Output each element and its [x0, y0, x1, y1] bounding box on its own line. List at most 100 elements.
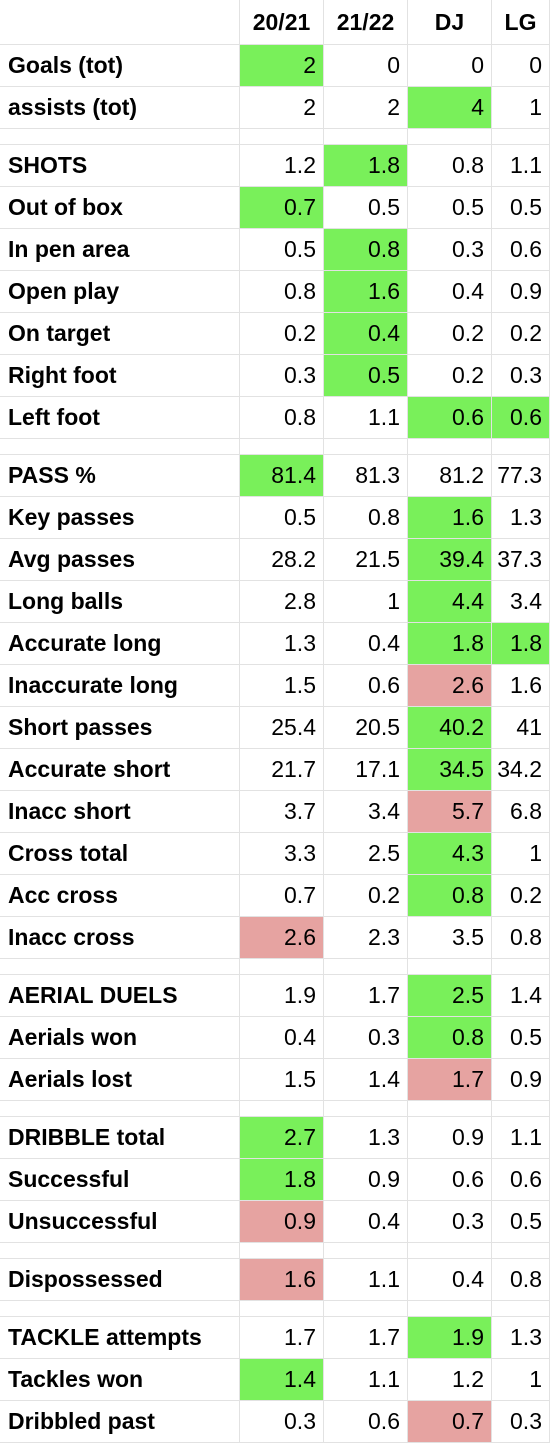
- value-cell: 25.4: [240, 707, 324, 749]
- spacer-cell: [492, 129, 550, 145]
- spacer-cell: [240, 129, 324, 145]
- value-cell: 2.5: [408, 975, 492, 1017]
- data-row: Dribbled past 0.3 0.6 0.7 0.3: [0, 1401, 550, 1443]
- data-row: Goals (tot) 2 0 0 0: [0, 45, 550, 87]
- value-cell: 1.1: [492, 1117, 550, 1159]
- value-cell: 2: [240, 45, 324, 87]
- data-row: Inacc short 3.7 3.4 5.7 6.8: [0, 791, 550, 833]
- value-cell: 0.5: [240, 229, 324, 271]
- value-cell: 1.6: [492, 665, 550, 707]
- value-cell: 1.7: [324, 1317, 408, 1359]
- value-cell: 1.7: [408, 1059, 492, 1101]
- data-row: Tackles won 1.4 1.1 1.2 1: [0, 1359, 550, 1401]
- value-cell: 41: [492, 707, 550, 749]
- value-cell: 2: [240, 87, 324, 129]
- value-cell: 1: [324, 581, 408, 623]
- value-cell: 0.8: [324, 497, 408, 539]
- data-row: Left foot 0.8 1.1 0.6 0.6: [0, 397, 550, 439]
- spacer-row: [0, 129, 550, 145]
- spacer-cell: [324, 129, 408, 145]
- value-cell: 0.5: [492, 1201, 550, 1243]
- value-cell: 0.2: [408, 355, 492, 397]
- value-cell: 5.7: [408, 791, 492, 833]
- value-cell: 2.7: [240, 1117, 324, 1159]
- spacer-cell: [408, 129, 492, 145]
- header-row: 20/21 21/22 DJ LG: [0, 0, 550, 45]
- spacer-cell: [0, 959, 240, 975]
- value-cell: 21.5: [324, 539, 408, 581]
- data-row: Long balls 2.8 1 4.4 3.4: [0, 581, 550, 623]
- value-cell: 0.6: [492, 1159, 550, 1201]
- data-row: Avg passes 28.2 21.5 39.4 37.3: [0, 539, 550, 581]
- value-cell: 1.7: [324, 975, 408, 1017]
- value-cell: 0.3: [240, 355, 324, 397]
- value-cell: 3.4: [492, 581, 550, 623]
- value-cell: 0.3: [492, 355, 550, 397]
- row-label: Open play: [0, 271, 240, 313]
- data-row: Accurate short 21.7 17.1 34.5 34.2: [0, 749, 550, 791]
- spacer-cell: [324, 1301, 408, 1317]
- data-row: Short passes 25.4 20.5 40.2 41: [0, 707, 550, 749]
- value-cell: 3.4: [324, 791, 408, 833]
- data-row: Dispossessed 1.6 1.1 0.4 0.8: [0, 1259, 550, 1301]
- value-cell: 0.2: [492, 313, 550, 355]
- row-label: Aerials won: [0, 1017, 240, 1059]
- value-cell: 0.5: [240, 497, 324, 539]
- value-cell: 0.7: [240, 875, 324, 917]
- column-header: 20/21: [240, 0, 324, 45]
- value-cell: 1.6: [408, 497, 492, 539]
- row-label: Out of box: [0, 187, 240, 229]
- value-cell: 3.5: [408, 917, 492, 959]
- data-row: Aerials won 0.4 0.3 0.8 0.5: [0, 1017, 550, 1059]
- data-row: PASS % 81.4 81.3 81.2 77.3: [0, 455, 550, 497]
- value-cell: 0.8: [240, 397, 324, 439]
- value-cell: 1.5: [240, 665, 324, 707]
- value-cell: 0.8: [240, 271, 324, 313]
- value-cell: 0.9: [240, 1201, 324, 1243]
- value-cell: 0.4: [408, 1259, 492, 1301]
- value-cell: 0.5: [492, 187, 550, 229]
- value-cell: 0.6: [408, 1159, 492, 1201]
- value-cell: 1: [492, 1359, 550, 1401]
- value-cell: 34.2: [492, 749, 550, 791]
- value-cell: 0.3: [240, 1401, 324, 1443]
- spacer-row: [0, 1301, 550, 1317]
- row-label: TACKLE attempts: [0, 1317, 240, 1359]
- value-cell: 1.4: [324, 1059, 408, 1101]
- value-cell: 2.8: [240, 581, 324, 623]
- spacer-cell: [0, 439, 240, 455]
- data-row: In pen area 0.5 0.8 0.3 0.6: [0, 229, 550, 271]
- row-label: Successful: [0, 1159, 240, 1201]
- data-row: Right foot 0.3 0.5 0.2 0.3: [0, 355, 550, 397]
- value-cell: 0.4: [408, 271, 492, 313]
- value-cell: 0.3: [408, 1201, 492, 1243]
- value-cell: 0.6: [492, 397, 550, 439]
- spacer-row: [0, 1243, 550, 1259]
- column-header: LG: [492, 0, 550, 45]
- value-cell: 0.6: [324, 1401, 408, 1443]
- data-row: assists (tot) 2 2 4 1: [0, 87, 550, 129]
- value-cell: 39.4: [408, 539, 492, 581]
- row-label: Accurate long: [0, 623, 240, 665]
- value-cell: 81.2: [408, 455, 492, 497]
- value-cell: 2.6: [240, 917, 324, 959]
- value-cell: 0: [492, 45, 550, 87]
- row-label: On target: [0, 313, 240, 355]
- data-row: Accurate long 1.3 0.4 1.8 1.8: [0, 623, 550, 665]
- row-label: AERIAL DUELS: [0, 975, 240, 1017]
- value-cell: 0.2: [408, 313, 492, 355]
- value-cell: 0.7: [240, 187, 324, 229]
- data-row: Unsuccessful 0.9 0.4 0.3 0.5: [0, 1201, 550, 1243]
- value-cell: 1.4: [240, 1359, 324, 1401]
- value-cell: 0.9: [324, 1159, 408, 1201]
- value-cell: 0.2: [492, 875, 550, 917]
- value-cell: 34.5: [408, 749, 492, 791]
- value-cell: 0.3: [408, 229, 492, 271]
- value-cell: 1.3: [240, 623, 324, 665]
- value-cell: 0.6: [492, 229, 550, 271]
- value-cell: 0.3: [492, 1401, 550, 1443]
- row-label: Inacc cross: [0, 917, 240, 959]
- row-label: Left foot: [0, 397, 240, 439]
- row-label: Inacc short: [0, 791, 240, 833]
- value-cell: 3.3: [240, 833, 324, 875]
